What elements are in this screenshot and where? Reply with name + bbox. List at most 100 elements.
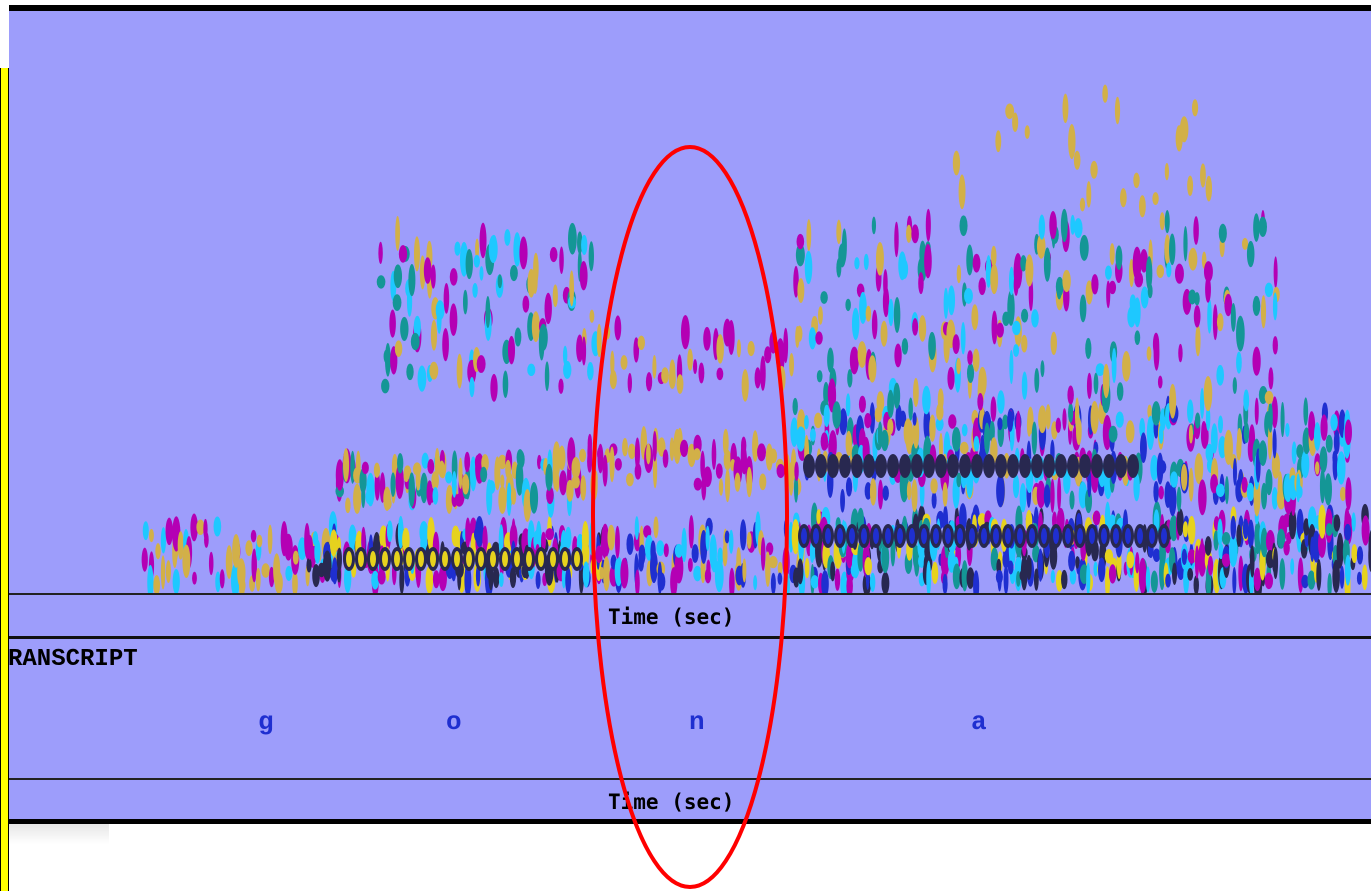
phone-label-o: o [446, 707, 462, 737]
spectral-blob [445, 487, 453, 514]
spectral-blob [1187, 399, 1194, 424]
spectral-blob [579, 261, 588, 291]
spectral-blob [498, 572, 504, 588]
spectral-blob [906, 481, 912, 501]
spectral-blob [1333, 514, 1341, 532]
spectral-blob [880, 429, 889, 452]
spectral-blob [614, 315, 622, 341]
spectral-blob [1205, 175, 1213, 202]
spectral-blob [966, 567, 975, 589]
spectral-blob [292, 571, 298, 593]
spectral-blob [834, 568, 841, 591]
spectral-blob [464, 564, 472, 593]
spectral-blob [811, 546, 816, 560]
spectral-blob [581, 538, 590, 569]
spectral-blob [854, 257, 860, 270]
spectral-blob [1075, 556, 1080, 569]
spectral-blob [1195, 324, 1201, 357]
spectral-blob [343, 564, 352, 593]
spectral-blob [620, 355, 628, 370]
spectral-blob [971, 304, 979, 331]
spectral-blob [821, 570, 829, 593]
spectral-blob [914, 458, 920, 474]
spectral-blob [752, 430, 759, 462]
spectral-blob [1040, 360, 1045, 378]
spectral-blob [1115, 245, 1123, 270]
spectral-blob [832, 401, 842, 429]
spectral-blob [1224, 429, 1233, 466]
spectral-blob [1045, 404, 1051, 430]
spectral-blob [419, 255, 426, 290]
spectral-blob [392, 294, 402, 311]
spectrogram-plot [141, 84, 1371, 593]
spectral-blob [1279, 558, 1286, 590]
spectral-blob [1111, 347, 1117, 384]
spectral-blob [1296, 508, 1304, 540]
spectral-blob [1277, 471, 1283, 507]
spectral-blob [1151, 401, 1161, 426]
spectral-blob [869, 572, 876, 592]
spectral-blob [526, 551, 532, 567]
spectral-blob [1230, 515, 1237, 540]
spectral-blob [759, 473, 767, 491]
spectral-blob [389, 309, 396, 338]
spectral-blob [1138, 557, 1147, 593]
spectral-blob [1325, 523, 1333, 536]
spectrogram-panel[interactable] [9, 5, 1371, 593]
spectral-blob [1254, 520, 1261, 555]
spectral-blob [1033, 568, 1039, 591]
spectral-blob [529, 482, 539, 514]
spectral-blob [754, 367, 761, 389]
spectral-blob [1137, 528, 1143, 544]
spectral-blob [1118, 458, 1124, 474]
spectral-blob [845, 477, 853, 497]
spectral-blob [846, 547, 854, 569]
spectral-blob [849, 346, 859, 375]
spectral-blob [1026, 554, 1032, 581]
spectral-blob [251, 548, 257, 583]
spectral-blob [255, 567, 261, 592]
spectral-blob [469, 377, 475, 398]
spectral-blob [1271, 396, 1278, 429]
spectral-blob [1104, 548, 1114, 564]
spectral-blob [845, 393, 851, 417]
spectral-blob [857, 542, 864, 572]
spectral-blob [491, 234, 497, 248]
spectral-blob [823, 381, 829, 405]
spectral-blob [1320, 414, 1328, 441]
spectral-blob [1097, 557, 1106, 583]
spectral-blob [449, 268, 458, 286]
spectral-blob [395, 463, 404, 499]
spectral-blob [576, 334, 584, 363]
transcript-panel[interactable]: RANSCRIPT g o n a [8, 639, 1371, 778]
spectral-blob [1079, 197, 1086, 212]
spectral-blob [346, 551, 352, 567]
spectral-blob [432, 570, 440, 589]
spectral-blob [1267, 424, 1273, 460]
spectral-blob [142, 521, 149, 541]
spectral-blob [527, 363, 536, 377]
spectral-blob [626, 533, 634, 555]
spectral-blob [406, 363, 414, 381]
spectral-blob [1249, 545, 1255, 578]
spectral-blob [587, 450, 593, 473]
spectral-blob [383, 349, 390, 364]
spectral-blob [902, 458, 908, 474]
spectral-blob [1187, 549, 1196, 564]
spectral-blob [589, 521, 594, 556]
spectral-blob [1198, 479, 1207, 516]
spectral-blob [882, 485, 889, 501]
spectral-blob [943, 287, 949, 319]
spectral-blob [1085, 337, 1092, 359]
spectral-blob [1232, 567, 1237, 593]
spectral-blob [1216, 364, 1225, 386]
spectral-blob [1079, 234, 1089, 261]
spectral-blob [472, 282, 478, 298]
spectral-blob [562, 345, 568, 365]
spectral-blob [418, 551, 424, 567]
spectral-blob [1062, 408, 1067, 431]
spectral-blob [559, 470, 567, 496]
spectral-blob [1252, 346, 1261, 376]
phone-label-g: g [258, 707, 274, 737]
spectral-blob [871, 309, 878, 340]
